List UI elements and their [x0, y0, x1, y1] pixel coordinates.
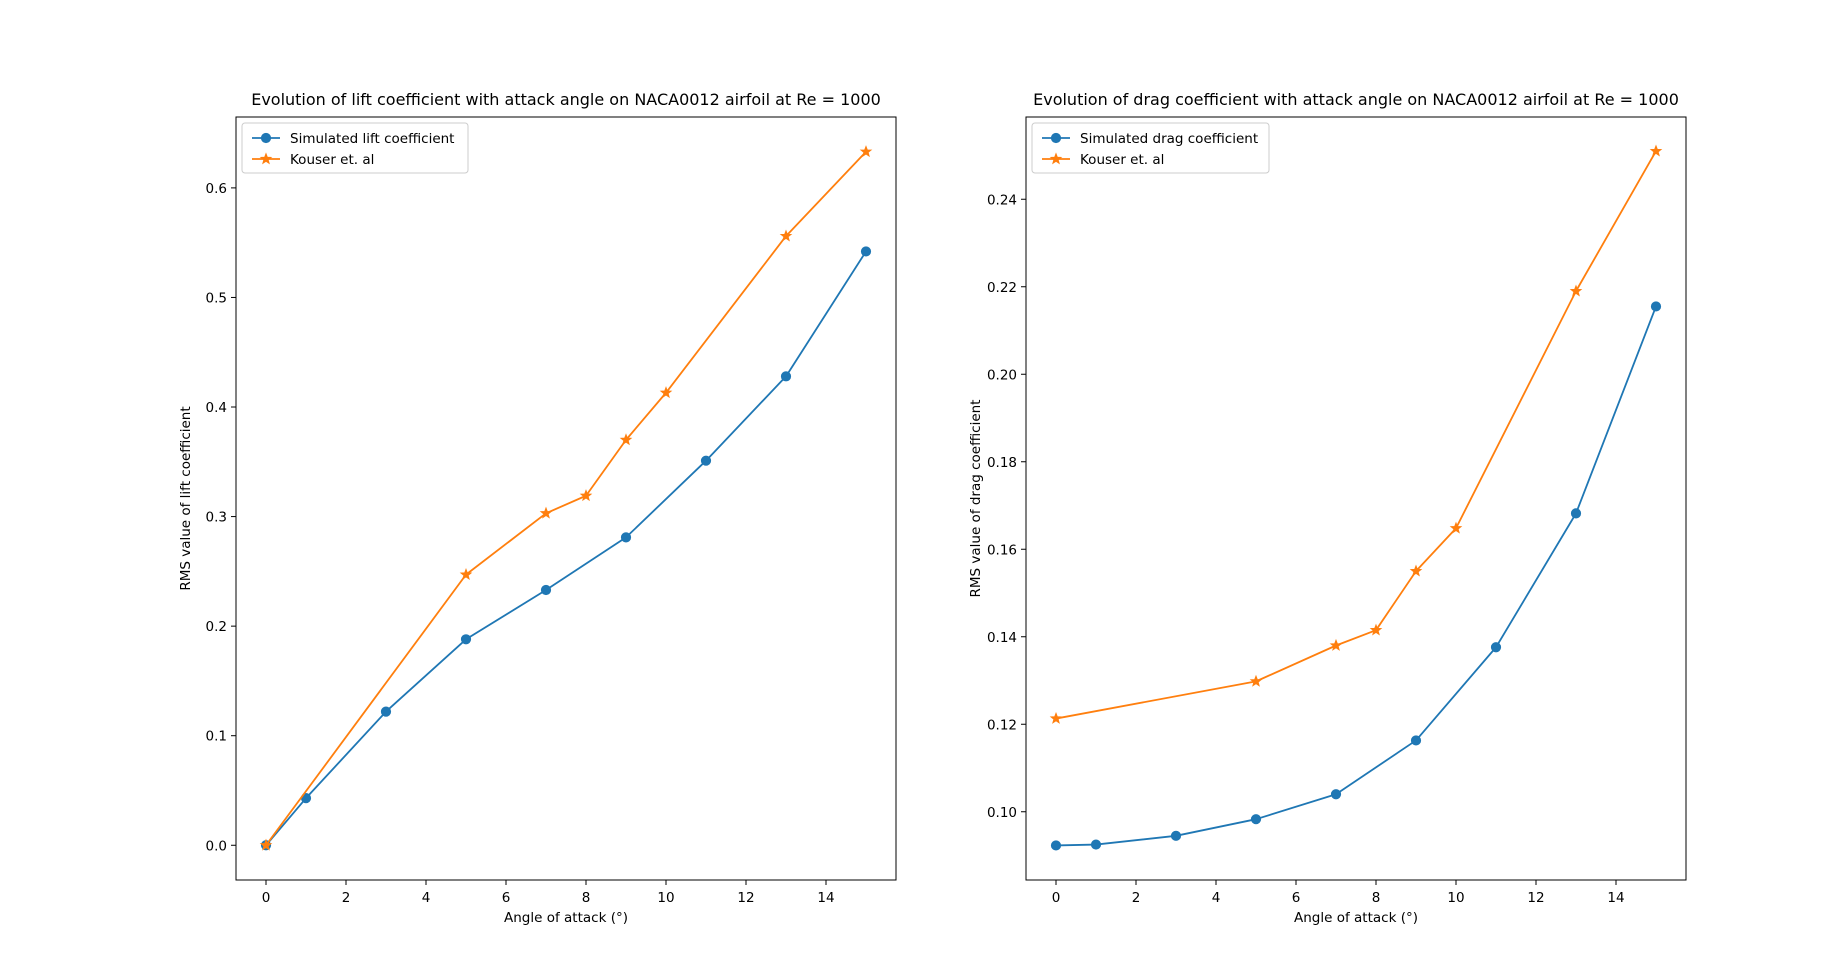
lift-series-0-point-2	[380, 706, 392, 717]
drag-xtick-label-0: 0	[1052, 890, 1061, 906]
lift-xtick-label-7: 14	[817, 890, 834, 906]
drag-series-1-point-0	[1049, 711, 1063, 724]
lift-series-1-line	[265, 151, 867, 846]
lift-chart-title: Evolution of lift coefficient with attac…	[251, 90, 881, 109]
lift-x-axis-label: Angle of attack (°)	[504, 910, 628, 926]
drag-ytick-label-3: 0.16	[987, 542, 1017, 558]
drag-x-axis-label: Angle of attack (°)	[1294, 910, 1418, 926]
lift-xtick-label-3: 6	[502, 890, 511, 906]
drag-xtick-label-3: 6	[1292, 890, 1301, 906]
lift-ytick-label-3: 0.3	[206, 510, 227, 526]
drag-series-0-point-0	[1050, 840, 1062, 851]
drag-chart-title: Evolution of drag coefficient with attac…	[1033, 90, 1679, 109]
drag-ytick-label-0: 0.10	[987, 805, 1017, 821]
lift-series-1-point-6	[779, 229, 793, 242]
drag-xtick-label-4: 8	[1372, 890, 1381, 906]
lift-series-1-point-4	[619, 433, 633, 446]
drag-series-1-point-4	[1409, 564, 1423, 577]
lift-series-0-point-7	[780, 371, 792, 382]
drag-ytick-label-4: 0.18	[987, 455, 1017, 471]
drag-series-0-point-3	[1250, 814, 1262, 825]
drag-series-0-point-2	[1170, 830, 1182, 841]
drag-ytick-label-7: 0.24	[987, 192, 1017, 208]
drag-series-0-point-8	[1650, 301, 1662, 312]
drag-xtick-label-5: 10	[1447, 890, 1464, 906]
lift-series-0-point-4	[540, 584, 552, 596]
lift-xtick-label-4: 8	[582, 890, 591, 906]
drag-legend-label-0: Simulated drag coefficient	[1080, 131, 1258, 147]
lift-series-1-point-0	[259, 838, 273, 851]
lift-xtick-label-2: 4	[422, 890, 431, 906]
lift-xtick-label-0: 0	[262, 890, 271, 906]
drag-series-0-point-1	[1090, 839, 1102, 850]
lift-legend-marker-1	[259, 152, 273, 165]
lift-series-0-point-5	[620, 532, 632, 543]
drag-y-axis-label: RMS value of drag coefficient	[968, 400, 984, 598]
lift-series-0-point-6	[700, 455, 712, 466]
drag-xtick-label-1: 2	[1132, 890, 1141, 906]
drag-series-group	[1049, 144, 1663, 851]
lift-y-axis-label: RMS value of lift coefficient	[178, 406, 194, 590]
drag-series-1-point-2	[1329, 638, 1343, 651]
drag-ytick-label-6: 0.22	[987, 280, 1017, 296]
lift-ytick-label-4: 0.4	[206, 400, 227, 416]
lift-series-0-point-3	[460, 634, 472, 645]
lift-legend-marker-0	[260, 132, 272, 144]
lift-ytick-label-5: 0.5	[206, 290, 227, 306]
lift-series-1-point-5	[659, 386, 673, 399]
drag-series-1-point-1	[1249, 674, 1263, 687]
drag-series-0-point-7	[1570, 508, 1582, 519]
drag-series-0-point-5	[1410, 735, 1422, 746]
drag-series-1-point-3	[1369, 623, 1383, 636]
lift-ytick-label-1: 0.1	[206, 729, 227, 745]
drag-xtick-label-2: 4	[1212, 890, 1221, 906]
drag-ytick-label-5: 0.20	[987, 367, 1017, 383]
drag-series-0-point-6	[1490, 642, 1502, 653]
lift-legend-label-0: Simulated lift coefficient	[290, 131, 454, 147]
drag-legend-marker-1	[1049, 152, 1063, 165]
lift-series-1-point-2	[539, 506, 553, 519]
drag-legend-marker-0	[1050, 132, 1062, 144]
drag-xtick-label-7: 14	[1607, 890, 1624, 906]
drag-axes-frame	[1025, 116, 1687, 881]
lift-series-group	[259, 145, 873, 851]
drag-ytick-label-2: 0.14	[987, 630, 1017, 646]
lift-xtick-label-1: 2	[342, 890, 351, 906]
lift-series-0-point-8	[860, 246, 872, 257]
drag-legend-label-1: Kouser et. al	[1080, 152, 1164, 168]
lift-ytick-label-0: 0.0	[206, 838, 227, 854]
drag-series-0-point-4	[1330, 789, 1342, 800]
drag-xtick-label-6: 12	[1527, 890, 1544, 906]
lift-axes-frame	[235, 116, 897, 881]
lift-ytick-label-2: 0.2	[206, 619, 227, 635]
lift-legend-label-1: Kouser et. al	[290, 152, 374, 168]
lift-series-1-point-1	[459, 568, 473, 580]
drag-subplot: 0 2 4 6 8 10 12 14 0.10 0.12 0.14 0.16 0.18 0.20 0.22 0…	[968, 90, 1687, 926]
lift-xtick-label-6: 12	[737, 890, 754, 906]
drag-ytick-label-1: 0.12	[987, 717, 1017, 733]
drag-series-1-point-6	[1569, 284, 1583, 297]
lift-series-1-point-3	[579, 489, 593, 502]
drag-legend: Simulated drag coefficient Kouser et. al	[1031, 122, 1270, 174]
drag-series-1-point-7	[1649, 144, 1663, 157]
lift-series-1-point-7	[859, 145, 873, 158]
lift-xtick-label-5: 10	[657, 890, 674, 906]
lift-legend-box	[241, 122, 469, 174]
drag-series-1-line	[1055, 150, 1657, 720]
lift-legend: Simulated lift coefficient Kouser et. al	[241, 122, 469, 174]
drag-legend-box	[1031, 122, 1270, 174]
lift-ytick-label-6: 0.6	[206, 181, 227, 197]
lift-subplot: 0 2 4 6 8 10 12 14 0.0 0.1 0.2 0.3 0.4 0.5 0.6 Evolutio…	[178, 90, 897, 926]
drag-series-1-point-5	[1449, 521, 1463, 534]
